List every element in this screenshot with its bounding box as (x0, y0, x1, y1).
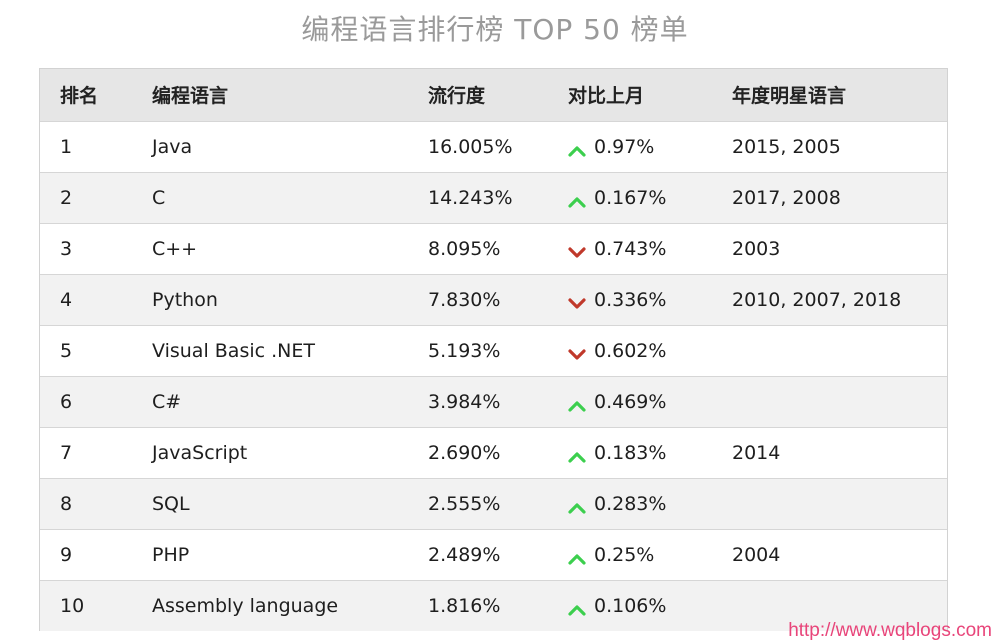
watermark-url: http://www.wqblogs.com (788, 620, 992, 641)
change-value: 0.602% (594, 339, 667, 362)
arrow-down-icon (568, 344, 586, 360)
change-value: 0.283% (594, 492, 667, 515)
cell-rank: 3 (60, 237, 73, 260)
cell-rank: 4 (60, 288, 73, 311)
cell-language: PHP (152, 543, 190, 566)
header-popularity: 流行度 (428, 85, 486, 108)
table-row: 8 SQL 2.555% 0.283% (40, 478, 947, 529)
cell-star-years (732, 376, 947, 427)
table-row: 6 C# 3.984% 0.469% (40, 376, 947, 427)
cell-popularity: 14.243% (428, 186, 513, 209)
change-value: 0.743% (594, 237, 667, 260)
cell-rank: 5 (60, 339, 73, 362)
cell-change: 0.167% (568, 172, 732, 223)
table-row: 7 JavaScript 2.690% 0.183% 2014 (40, 427, 947, 478)
header-rank: 排名 (60, 85, 99, 108)
cell-rank: 8 (60, 492, 73, 515)
cell-popularity: 2.489% (428, 543, 501, 566)
cell-language: JavaScript (152, 441, 248, 464)
arrow-down-icon (568, 293, 586, 309)
cell-change: 0.106% (568, 580, 732, 631)
table-body: 1 Java 16.005% 0.97% 2015, 2005 2 C 14.243% 0.16… (40, 121, 947, 631)
page-title: 编程语言排行榜 TOP 50 榜单 (301, 13, 689, 46)
cell-rank: 1 (60, 135, 73, 158)
change-value: 0.97% (594, 135, 655, 158)
arrow-up-icon (568, 395, 586, 412)
cell-popularity: 16.005% (428, 135, 513, 158)
cell-language: C++ (152, 237, 198, 260)
arrow-up-icon (568, 191, 586, 208)
table-header-row: 排名 编程语言 流行度 对比上月 年度明星语言 (40, 69, 947, 121)
table-row: 3 C++ 8.095% 0.743% 2003 (40, 223, 947, 274)
header-change: 对比上月 (568, 85, 645, 108)
cell-language: C# (152, 390, 182, 413)
change-value: 0.25% (594, 543, 655, 566)
arrow-up-icon (568, 446, 586, 463)
header-star-years: 年度明星语言 (732, 85, 847, 108)
cell-change: 0.743% (568, 223, 732, 274)
change-value: 0.183% (594, 441, 667, 464)
cell-star-years: 2017, 2008 (732, 186, 841, 209)
cell-language: Visual Basic .NET (152, 339, 315, 362)
cell-popularity: 7.830% (428, 288, 501, 311)
cell-popularity: 2.555% (428, 492, 501, 515)
table-row: 2 C 14.243% 0.167% 2017, 2008 (40, 172, 947, 223)
change-value: 0.167% (594, 186, 667, 209)
ranking-table: 排名 编程语言 流行度 对比上月 年度明星语言 1 Java 16.005% 0.97… (40, 69, 947, 631)
arrow-up-icon (568, 599, 586, 616)
cell-change: 0.602% (568, 325, 732, 376)
cell-change: 0.469% (568, 376, 732, 427)
cell-star-years: 2015, 2005 (732, 135, 841, 158)
cell-star-years (732, 325, 947, 376)
cell-popularity: 1.816% (428, 594, 501, 617)
table-row: 5 Visual Basic .NET 5.193% 0.602% (40, 325, 947, 376)
cell-rank: 7 (60, 441, 73, 464)
cell-rank: 2 (60, 186, 73, 209)
table-row: 9 PHP 2.489% 0.25% 2004 (40, 529, 947, 580)
arrow-up-icon (568, 548, 586, 565)
table-row: 10 Assembly language 1.816% 0.106% (40, 580, 947, 631)
cell-star-years: 2014 (732, 441, 781, 464)
cell-star-years: 2010, 2007, 2018 (732, 288, 902, 311)
cell-language: Java (152, 135, 193, 158)
cell-language: C (152, 186, 166, 209)
cell-rank: 9 (60, 543, 73, 566)
cell-popularity: 2.690% (428, 441, 501, 464)
header-language: 编程语言 (152, 85, 229, 108)
cell-change: 0.283% (568, 478, 732, 529)
cell-popularity: 3.984% (428, 390, 501, 413)
cell-language: SQL (152, 492, 190, 515)
cell-language: Assembly language (152, 594, 339, 617)
cell-rank: 10 (60, 594, 85, 617)
ranking-table-container: 排名 编程语言 流行度 对比上月 年度明星语言 1 Java 16.005% 0.97… (39, 68, 948, 631)
arrow-down-icon (568, 242, 586, 258)
cell-popularity: 5.193% (428, 339, 501, 362)
arrow-up-icon (568, 140, 586, 157)
change-value: 0.469% (594, 390, 667, 413)
cell-popularity: 8.095% (428, 237, 501, 260)
change-value: 0.106% (594, 594, 667, 617)
cell-change: 0.97% (568, 121, 732, 172)
cell-change: 0.25% (568, 529, 732, 580)
cell-star-years (732, 478, 947, 529)
table-row: 1 Java 16.005% 0.97% 2015, 2005 (40, 121, 947, 172)
cell-change: 0.336% (568, 274, 732, 325)
cell-star-years: 2003 (732, 237, 781, 260)
arrow-up-icon (568, 497, 586, 514)
cell-language: Python (152, 288, 218, 311)
cell-change: 0.183% (568, 427, 732, 478)
cell-star-years: 2004 (732, 543, 781, 566)
change-value: 0.336% (594, 288, 667, 311)
table-row: 4 Python 7.830% 0.336% 2010, 2007, 2018 (40, 274, 947, 325)
cell-rank: 6 (60, 390, 73, 413)
